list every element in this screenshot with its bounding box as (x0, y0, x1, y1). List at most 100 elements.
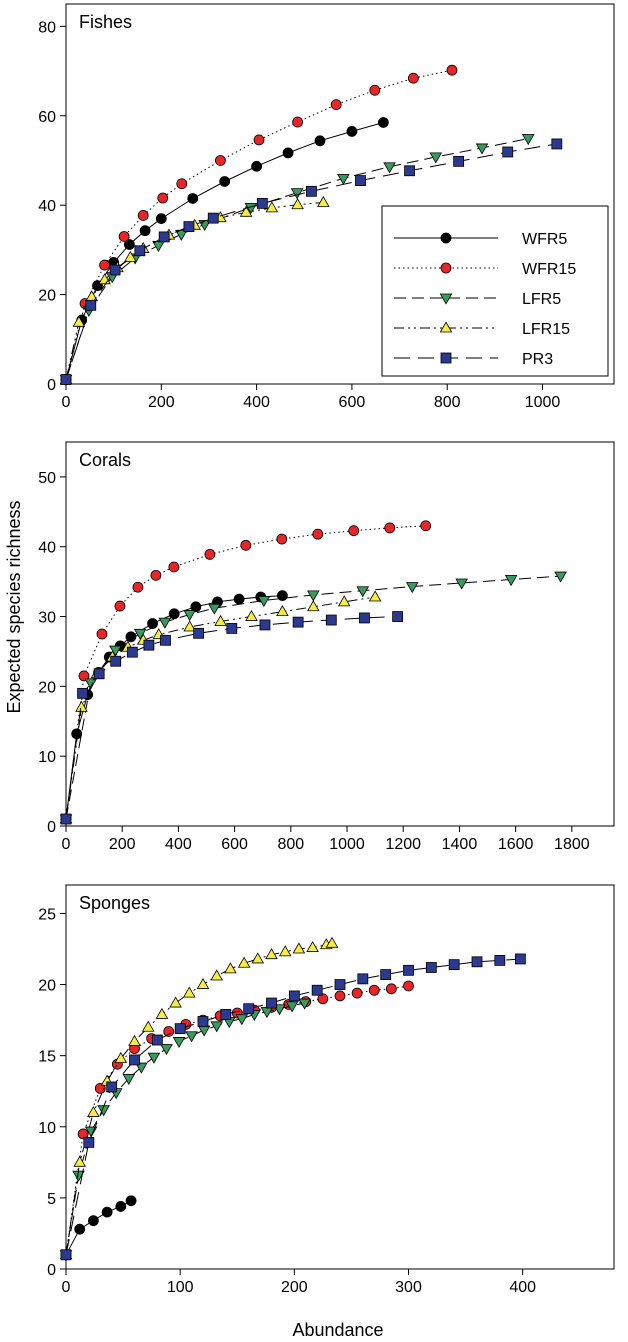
data-point (307, 600, 320, 612)
data-point (85, 299, 97, 311)
legend-entry-WFR15: WFR15 (394, 261, 576, 278)
y-tick-label: 25 (38, 906, 56, 923)
y-tick-label: 60 (38, 109, 56, 126)
data-point (292, 616, 304, 628)
data-point (504, 575, 518, 587)
data-point (291, 198, 304, 210)
data-point (101, 1206, 113, 1218)
series-line (65, 69, 453, 380)
data-point (77, 1128, 89, 1140)
data-point (135, 1062, 148, 1074)
data-point (502, 146, 514, 158)
data-point (183, 986, 196, 998)
data-point (292, 116, 303, 128)
legend-label: LFR15 (522, 321, 570, 338)
data-point (285, 1001, 299, 1013)
data-point (251, 160, 263, 172)
data-point (93, 668, 105, 680)
y-tick-label: 15 (38, 1049, 56, 1066)
data-point (251, 952, 265, 964)
data-point (110, 655, 122, 667)
data-point (265, 201, 279, 213)
x-tick-label: 400 (165, 836, 192, 853)
y-tick-label: 20 (38, 288, 56, 305)
legend-marker (439, 293, 453, 305)
data-point (377, 117, 389, 128)
chart-panel-1: 0 200 400 600 800 1000 1200 1400 1600 1800 0 10 20 30… (38, 441, 615, 853)
data-point (147, 618, 158, 629)
series-WFR15 (60, 520, 432, 825)
data-point (551, 138, 563, 150)
data-point (88, 1215, 99, 1227)
data-point (183, 610, 196, 622)
data-point (425, 962, 437, 973)
y-tick-label: 0 (47, 1262, 56, 1279)
data-point (172, 1037, 186, 1049)
data-point (139, 225, 151, 237)
data-point (266, 997, 277, 1009)
y-tick-label: 20 (38, 679, 56, 696)
series-PR3 (60, 138, 563, 385)
data-point (314, 135, 326, 147)
y-tick-label: 0 (47, 819, 56, 836)
data-point (122, 1074, 136, 1086)
data-point (168, 608, 180, 620)
data-point (150, 569, 162, 581)
x-tick-label: 0 (62, 1279, 71, 1296)
data-point (368, 590, 382, 602)
series-line (65, 1002, 305, 1255)
data-point (337, 173, 350, 185)
data-point (407, 72, 419, 84)
data-point (404, 165, 415, 177)
series-line (65, 985, 409, 1255)
data-point (337, 595, 351, 607)
data-point (288, 990, 300, 1002)
data-point (83, 1137, 95, 1148)
data-point (330, 99, 342, 110)
data-point (265, 948, 278, 960)
x-tick-label: 1000 (329, 836, 365, 853)
data-point (219, 176, 231, 187)
data-point (183, 221, 195, 233)
data-point (204, 549, 216, 560)
data-point (157, 192, 169, 204)
data-point (183, 620, 196, 632)
series-WFR5 (60, 1195, 137, 1261)
data-point (307, 590, 320, 602)
data-point (453, 155, 465, 167)
data-point (77, 687, 88, 699)
data-point (73, 1155, 86, 1167)
data-point (494, 954, 506, 966)
y-tick-label: 0 (47, 377, 56, 394)
data-point (169, 996, 182, 1008)
data-point (334, 990, 346, 1002)
series-WFR15 (60, 980, 414, 1261)
x-tick-label: 1000 (525, 394, 561, 411)
y-tick-label: 10 (38, 749, 56, 766)
data-point (190, 601, 202, 613)
data-point (155, 213, 167, 224)
data-point (60, 374, 72, 385)
data-point (143, 639, 155, 651)
data-point (124, 250, 137, 262)
data-point (276, 533, 288, 545)
legend-box (381, 205, 609, 377)
data-point (125, 1195, 137, 1207)
data-point (151, 1034, 163, 1046)
data-point (312, 528, 324, 540)
data-point (385, 983, 397, 995)
data-point (455, 578, 468, 590)
y-tick-label: 50 (38, 470, 56, 487)
x-tick-label: 400 (243, 394, 270, 411)
legend-marker (439, 321, 453, 333)
data-point (60, 813, 72, 825)
series-WFR5 (60, 590, 288, 825)
data-point (317, 195, 330, 207)
y-tick-label: 20 (38, 978, 56, 995)
data-point (554, 571, 567, 583)
data-point (74, 1223, 86, 1235)
data-point (155, 1007, 169, 1019)
x-tick-label: 800 (434, 394, 461, 411)
